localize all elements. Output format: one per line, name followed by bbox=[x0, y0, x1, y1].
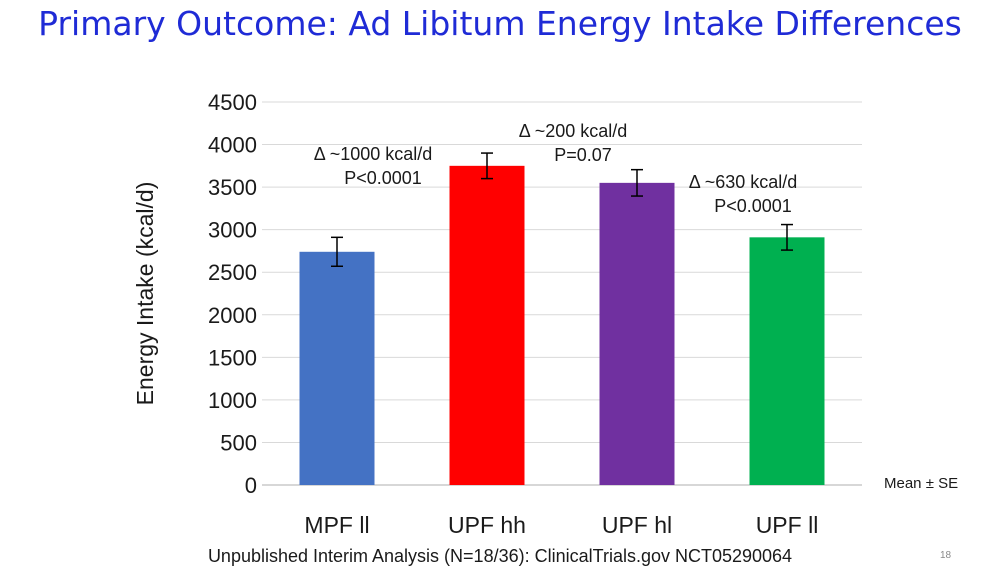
x-tick-label: UPF ll bbox=[756, 512, 819, 538]
y-tick-label: 2000 bbox=[208, 303, 257, 328]
y-tick-label: 4500 bbox=[208, 90, 257, 115]
annotation-p-value: P<0.0001 bbox=[714, 196, 792, 216]
x-tick-label: MPF ll bbox=[304, 512, 369, 538]
x-tick-label: UPF hh bbox=[448, 512, 526, 538]
mean-se-note: Mean ± SE bbox=[884, 475, 959, 492]
bar-upf-hl bbox=[599, 182, 675, 485]
annotation-p-value: P=0.07 bbox=[554, 145, 612, 165]
y-tick-label: 1000 bbox=[208, 388, 257, 413]
footer-citation: Unpublished Interim Analysis (N=18/36): … bbox=[207, 546, 793, 566]
bar-upf-hh bbox=[449, 165, 525, 486]
annotation-delta: Δ ~200 kcal/d bbox=[519, 121, 628, 141]
y-axis-label: Energy Intake (kcal/d) bbox=[132, 182, 158, 406]
annotation-delta: Δ ~1000 kcal/d bbox=[314, 144, 433, 164]
x-tick-label: UPF hl bbox=[602, 512, 672, 538]
bar-upf-ll bbox=[749, 237, 825, 485]
annotation-p-value: P<0.0001 bbox=[344, 168, 422, 188]
y-tick-label: 1500 bbox=[208, 345, 257, 370]
slide-number: 18 bbox=[940, 550, 952, 561]
bar-mpf-ll bbox=[299, 251, 375, 485]
y-tick-label: 4000 bbox=[208, 133, 257, 158]
y-tick-label: 3500 bbox=[208, 175, 257, 200]
y-tick-label: 2500 bbox=[208, 260, 257, 285]
y-tick-label: 0 bbox=[245, 473, 257, 498]
slide-title: Primary Outcome: Ad Libitum Energy Intak… bbox=[38, 4, 962, 43]
annotation-delta: Δ ~630 kcal/d bbox=[689, 172, 798, 192]
y-tick-label: 500 bbox=[220, 430, 257, 455]
y-tick-label: 3000 bbox=[208, 218, 257, 243]
